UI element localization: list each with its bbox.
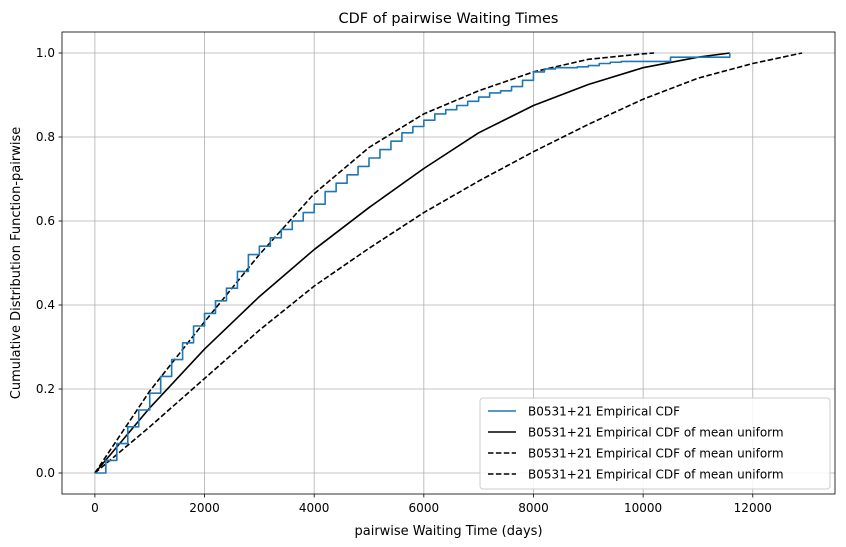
x-tick-label: 10000 bbox=[624, 501, 662, 515]
y-axis-ticks: 0.0 0.2 0.4 0.6 0.8 1.0 bbox=[36, 46, 62, 480]
chart-title: CDF of pairwise Waiting Times bbox=[339, 11, 559, 27]
y-tick-label: 0.6 bbox=[36, 214, 55, 228]
legend-box bbox=[479, 397, 831, 490]
x-tick-label: 2000 bbox=[189, 501, 220, 515]
series-lines bbox=[94, 52, 803, 474]
x-tick-label: 6000 bbox=[409, 501, 440, 515]
x-tick-label: 0 bbox=[91, 501, 99, 515]
legend-label: B0531+21 Empirical CDF bbox=[528, 405, 680, 419]
grid-lines bbox=[62, 32, 835, 494]
legend-label: B0531+21 Empirical CDF of mean uniform bbox=[528, 447, 784, 461]
y-tick-label: 1.0 bbox=[36, 46, 55, 60]
x-tick-label: 12000 bbox=[734, 501, 772, 515]
y-tick-label: 0.8 bbox=[36, 130, 55, 144]
plot-area-frame bbox=[61, 31, 836, 495]
legend-entries: B0531+21 Empirical CDF B0531+21 Empirical… bbox=[488, 405, 784, 482]
x-axis-ticks: 0 2000 4000 6000 8000 10000 12000 bbox=[91, 494, 772, 515]
x-tick-label: 4000 bbox=[299, 501, 330, 515]
legend: B0531+21 Empirical CDF B0531+21 Empirical… bbox=[479, 397, 831, 490]
x-axis-title: pairwise Waiting Time (days) bbox=[354, 524, 542, 539]
legend-label: B0531+21 Empirical CDF of mean uniform bbox=[528, 468, 784, 482]
legend-label: B0531+21 Empirical CDF of mean uniform bbox=[528, 426, 784, 440]
series-line-0 bbox=[94, 53, 731, 474]
y-tick-label: 0.2 bbox=[36, 382, 55, 396]
series-line-3 bbox=[94, 52, 803, 474]
series-line-2 bbox=[94, 52, 655, 474]
y-axis-title: Cumulative Distribution Function-pairwis… bbox=[9, 127, 24, 399]
y-tick-label: 0.4 bbox=[36, 298, 55, 312]
y-tick-label: 0.0 bbox=[36, 466, 55, 480]
series-line-1 bbox=[94, 52, 730, 474]
x-tick-label: 8000 bbox=[518, 501, 549, 515]
